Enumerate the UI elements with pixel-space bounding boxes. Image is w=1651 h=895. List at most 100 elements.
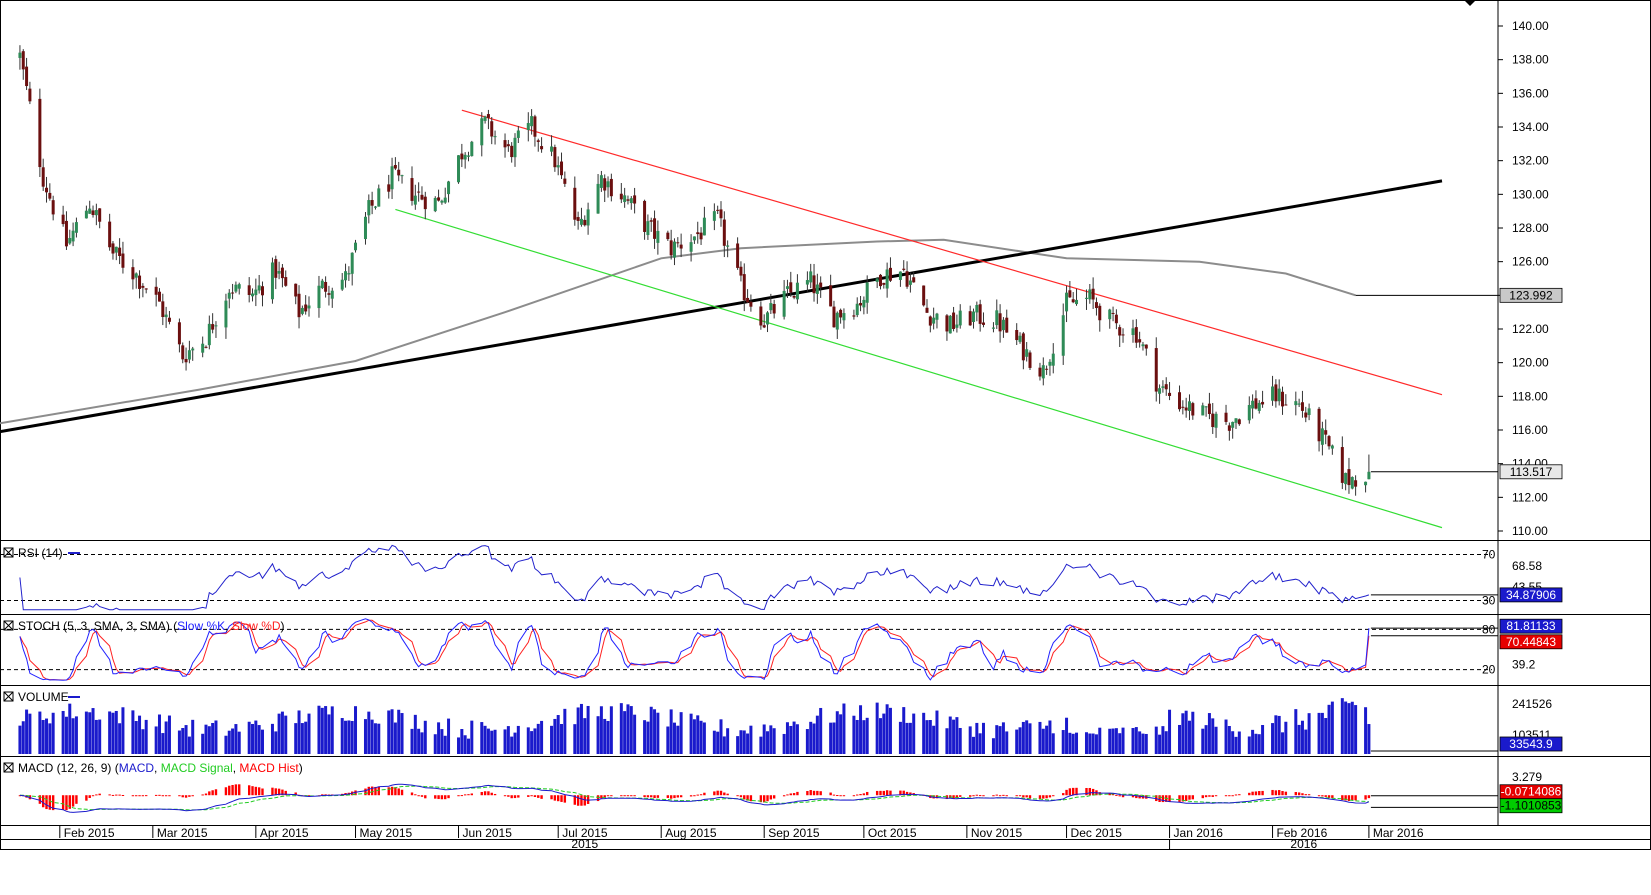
volume-bar	[819, 707, 823, 754]
candle-body	[410, 178, 414, 201]
candle-body	[1327, 436, 1331, 447]
volume-bar	[579, 703, 583, 754]
candle-body	[1191, 403, 1195, 416]
macd-hist-bar	[1327, 795, 1331, 798]
volume-bar	[1297, 724, 1301, 754]
volume-bar	[991, 738, 995, 754]
candle-body	[397, 169, 401, 176]
volume-bar	[214, 720, 218, 754]
volume-bar	[25, 709, 29, 754]
volume-bar	[975, 722, 979, 754]
macd-hist-bar	[390, 786, 394, 796]
candle-body	[400, 175, 404, 177]
macd-hist-bar	[1351, 795, 1354, 801]
volume-bar	[526, 727, 530, 754]
volume-bar	[679, 712, 683, 754]
volume-bar	[1118, 733, 1122, 754]
volume-bar	[201, 733, 205, 754]
candle-body	[736, 243, 740, 268]
candle-body	[447, 181, 451, 195]
volume-bar	[64, 716, 68, 754]
macd-hist-bar	[85, 795, 88, 801]
candle-body	[1277, 388, 1281, 402]
month-label: Mar 2016	[1373, 826, 1424, 840]
candle-body	[656, 230, 660, 243]
volume-bar	[955, 717, 959, 754]
candle-body	[247, 285, 251, 296]
candle-body	[1304, 412, 1308, 418]
candle-body	[722, 219, 726, 246]
macd-hist-bar	[865, 791, 869, 796]
macd-hist-bar	[955, 795, 959, 799]
volume-bar	[865, 717, 869, 754]
volume-bar	[307, 713, 311, 754]
volume-bar	[1350, 701, 1354, 754]
volume-bar	[795, 724, 799, 754]
volume-bar	[855, 719, 859, 754]
volume-bar	[111, 712, 115, 754]
volume-bar	[553, 718, 557, 754]
candle-body	[1121, 334, 1125, 336]
candle-body	[167, 317, 171, 322]
macd-hist-bar	[972, 795, 975, 797]
candle-body	[340, 279, 344, 290]
candle-body	[440, 200, 444, 203]
candle-body	[420, 194, 424, 200]
price-tick-label: 138.00	[1512, 53, 1549, 67]
macd-hist-bar	[726, 793, 729, 796]
candle-body	[563, 178, 567, 184]
candle-body	[1168, 392, 1172, 396]
macd-hist-bar	[1085, 787, 1088, 796]
candle-body	[251, 293, 255, 297]
volume-bar	[629, 706, 633, 754]
candle-body	[1224, 412, 1228, 422]
candle-body	[74, 222, 78, 233]
volume-bar	[1327, 704, 1331, 754]
candle-body	[1271, 386, 1275, 401]
volume-bar	[1330, 701, 1334, 754]
candle-body	[94, 210, 98, 216]
macd-hist-bar	[789, 793, 792, 796]
panel-close-icon-x	[3, 547, 14, 558]
candle-body	[1134, 327, 1138, 343]
volume-bar	[417, 728, 421, 754]
macd-hist-bar	[98, 793, 101, 796]
volume-bar	[626, 704, 630, 754]
panel-title-part: MACD Signal	[161, 761, 233, 775]
candle-body	[393, 165, 397, 169]
macd-hist-bar	[862, 793, 866, 796]
candle-body	[749, 301, 753, 307]
candle-body	[878, 274, 882, 287]
macd-hist-bar	[1111, 793, 1115, 796]
candle-body	[1187, 401, 1191, 411]
volume-bar	[1234, 736, 1238, 754]
macd-hist-bar	[1005, 795, 1008, 797]
candle-body	[742, 274, 746, 301]
candle-body	[1300, 402, 1304, 411]
candle-body	[324, 281, 328, 292]
macd-hist-bar	[982, 795, 985, 797]
candle-body	[1247, 404, 1251, 421]
macd-hist-bar	[1248, 792, 1251, 796]
volume-bar	[1181, 713, 1185, 754]
candle-body	[1207, 403, 1211, 415]
rsi-line	[19, 544, 1370, 611]
volume-bar	[1237, 731, 1241, 754]
panel-title: VOLUME	[18, 690, 69, 704]
volume-bar	[94, 719, 98, 754]
candle-body	[692, 236, 696, 241]
macd-value-badge-bg	[1499, 798, 1563, 814]
macd-hist-bar	[238, 784, 241, 796]
volume-bar	[177, 730, 181, 754]
volume-bar	[71, 718, 75, 754]
volume-bar	[1001, 722, 1005, 754]
candle-body	[38, 98, 42, 168]
volume-bar	[550, 725, 554, 754]
macd-hist-bar	[885, 790, 889, 796]
candle-body	[1324, 430, 1328, 435]
candle-body	[629, 198, 633, 204]
volume-bar	[224, 735, 228, 754]
stoch-level-label: 20	[1482, 663, 1496, 677]
candle-body	[413, 195, 417, 205]
